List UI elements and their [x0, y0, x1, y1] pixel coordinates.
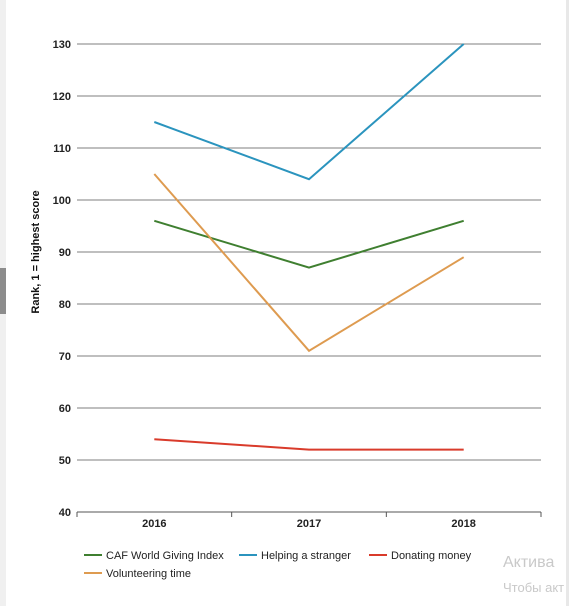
legend: CAF World Giving Index Helping a stranger… [84, 550, 472, 580]
legend-label-helping-a-stranger: Helping a stranger [261, 550, 351, 562]
y-tick-label: 90 [59, 247, 71, 259]
legend-label-donating-money: Donating money [391, 550, 472, 562]
y-tick-label: 40 [59, 507, 71, 519]
y-tick-label: 100 [53, 195, 71, 207]
scroll-handle[interactable] [0, 268, 6, 314]
activation-watermark-subtitle: Чтобы акт [503, 580, 565, 595]
legend-label-volunteering-time: Volunteering time [106, 568, 191, 580]
series-line-donating-money [154, 438, 464, 451]
right-edge-bar [566, 0, 569, 606]
x-axis-tick-labels: 2016 2017 2018 [142, 518, 476, 530]
x-tick-label: 2018 [451, 518, 475, 530]
x-tick-label: 2017 [297, 518, 321, 530]
gridlines [77, 43, 541, 461]
y-axis-label: Rank, 1 = highest score [30, 190, 42, 313]
x-tick-label: 2016 [142, 518, 166, 530]
activation-watermark-title: Актива [503, 554, 555, 571]
y-axis-tick-labels: 40 50 60 70 80 90 100 110 120 130 [53, 39, 71, 519]
series-line-helping-a-stranger [153, 43, 465, 181]
y-tick-label: 70 [59, 351, 71, 363]
legend-label-caf-world-giving-index: CAF World Giving Index [106, 550, 224, 562]
x-axis-ticks [76, 512, 542, 517]
y-tick-label: 50 [59, 455, 71, 467]
y-tick-label: 110 [53, 143, 71, 155]
y-tick-label: 60 [59, 403, 71, 415]
series-line-caf-world-giving-index [154, 219, 464, 269]
series-lines [153, 43, 465, 451]
series-line-volunteering-time [153, 173, 465, 353]
y-tick-label: 80 [59, 299, 71, 311]
y-tick-label: 130 [53, 39, 71, 51]
y-tick-label: 120 [53, 91, 71, 103]
